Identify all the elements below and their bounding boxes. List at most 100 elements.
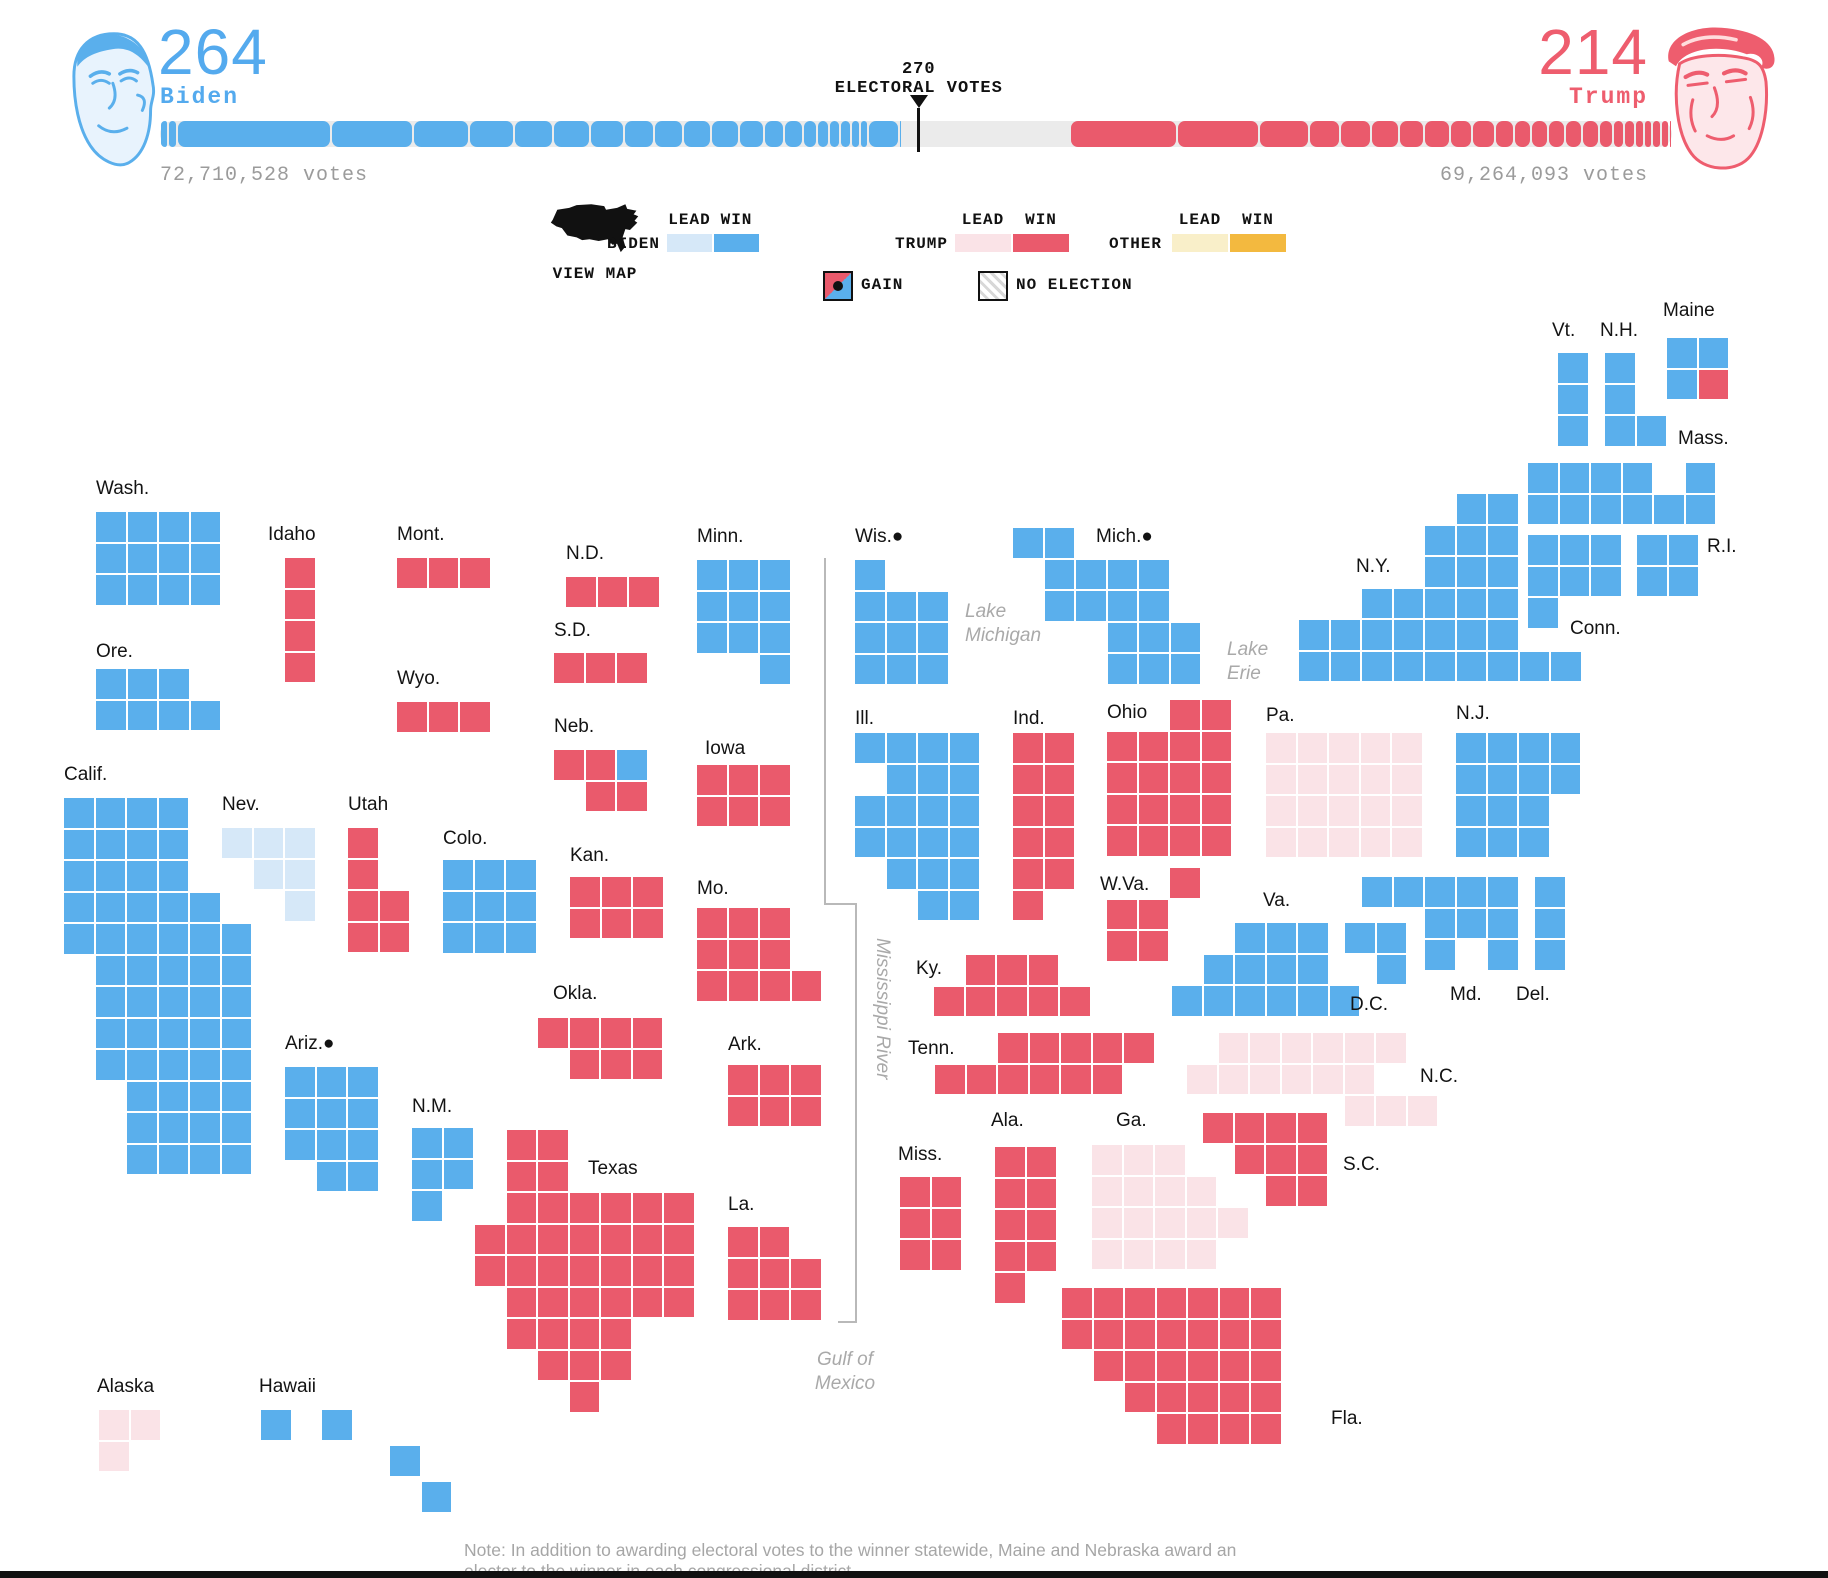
state-cell-ohio[interactable] bbox=[1107, 826, 1137, 856]
state-cell-ny[interactable] bbox=[1393, 620, 1423, 650]
state-cell-texas[interactable] bbox=[632, 1256, 662, 1286]
state-cell-fla[interactable] bbox=[1251, 1288, 1281, 1318]
state-cell-mass[interactable] bbox=[1654, 494, 1684, 524]
state-cell-texas[interactable] bbox=[538, 1161, 568, 1191]
state-cell-ariz[interactable] bbox=[348, 1098, 378, 1128]
state-cell-la[interactable] bbox=[791, 1290, 821, 1320]
state-cell-calif[interactable] bbox=[64, 861, 94, 891]
state-cell-wash[interactable] bbox=[127, 543, 157, 573]
state-cell-fla[interactable] bbox=[1251, 1414, 1281, 1444]
state-cell-vt[interactable] bbox=[1558, 384, 1588, 414]
state-cell-okla[interactable] bbox=[569, 1018, 599, 1048]
state-cell-tenn[interactable] bbox=[966, 1064, 996, 1094]
state-cell-ohio[interactable] bbox=[1107, 794, 1137, 824]
state-cell-nc[interactable] bbox=[1344, 1096, 1374, 1126]
state-cell-minn[interactable] bbox=[760, 591, 790, 621]
state-cell-va[interactable] bbox=[1298, 954, 1328, 984]
state-cell-nj[interactable] bbox=[1550, 764, 1580, 794]
state-cell-mich[interactable] bbox=[1139, 654, 1169, 684]
state-cell-colo[interactable] bbox=[506, 860, 536, 890]
state-cell-maine[interactable] bbox=[1698, 369, 1728, 399]
state-cell-iowa[interactable] bbox=[728, 796, 758, 826]
state-cell-minn[interactable] bbox=[728, 560, 758, 590]
state-cell-calif[interactable] bbox=[95, 861, 125, 891]
state-cell-wis[interactable] bbox=[855, 623, 885, 653]
state-cell-colo[interactable] bbox=[443, 923, 473, 953]
state-cell-nj[interactable] bbox=[1519, 827, 1549, 857]
state-cell-sc[interactable] bbox=[1266, 1113, 1296, 1143]
state-cell-mo[interactable] bbox=[760, 939, 790, 969]
state-cell-nd[interactable] bbox=[566, 577, 596, 607]
state-cell-mich[interactable] bbox=[1170, 654, 1200, 684]
state-cell-ky[interactable] bbox=[965, 986, 995, 1016]
state-cell-mo[interactable] bbox=[697, 939, 727, 969]
state-cell-ny[interactable] bbox=[1362, 651, 1392, 681]
state-cell-ala[interactable] bbox=[1026, 1241, 1056, 1271]
state-cell-calif[interactable] bbox=[221, 1050, 251, 1080]
state-cell-ohio[interactable] bbox=[1201, 731, 1231, 761]
state-cell-ill[interactable] bbox=[886, 764, 916, 794]
state-cell-sc[interactable] bbox=[1266, 1144, 1296, 1174]
state-cell-calif[interactable] bbox=[127, 1081, 157, 1111]
state-cell-tenn[interactable] bbox=[1061, 1033, 1091, 1063]
state-cell-nj[interactable] bbox=[1487, 733, 1517, 763]
state-cell-ill[interactable] bbox=[918, 859, 948, 889]
state-cell-calif[interactable] bbox=[158, 955, 188, 985]
state-cell-neb[interactable] bbox=[617, 781, 647, 811]
state-cell-calif[interactable] bbox=[127, 987, 157, 1017]
state-cell-ark[interactable] bbox=[759, 1065, 789, 1095]
state-cell-hawaii[interactable] bbox=[421, 1482, 452, 1512]
state-cell-va[interactable] bbox=[1203, 954, 1233, 984]
state-cell-wash[interactable] bbox=[190, 575, 220, 605]
state-cell-ny[interactable] bbox=[1488, 620, 1518, 650]
state-cell-nm[interactable] bbox=[412, 1159, 442, 1189]
state-cell-tenn[interactable] bbox=[1124, 1033, 1154, 1063]
state-cell-ri[interactable] bbox=[1668, 566, 1698, 596]
state-cell-ky[interactable] bbox=[965, 955, 995, 985]
state-cell-ky[interactable] bbox=[934, 986, 964, 1016]
state-cell-pa[interactable] bbox=[1360, 764, 1390, 794]
state-cell-kan[interactable] bbox=[601, 877, 631, 907]
state-cell-kan[interactable] bbox=[633, 877, 663, 907]
state-cell-wash[interactable] bbox=[127, 575, 157, 605]
state-cell-pa[interactable] bbox=[1329, 796, 1359, 826]
state-cell-fla[interactable] bbox=[1219, 1288, 1249, 1318]
state-cell-texas[interactable] bbox=[601, 1287, 631, 1317]
state-cell-conn[interactable] bbox=[1528, 566, 1558, 596]
state-cell-wis[interactable] bbox=[918, 591, 948, 621]
state-cell-nc[interactable] bbox=[1313, 1033, 1343, 1063]
state-cell-texas[interactable] bbox=[632, 1287, 662, 1317]
state-cell-pa[interactable] bbox=[1329, 827, 1359, 857]
state-cell-hawaii[interactable] bbox=[390, 1446, 420, 1476]
state-cell-ny[interactable] bbox=[1425, 588, 1455, 618]
state-cell-conn[interactable] bbox=[1591, 535, 1621, 565]
state-cell-fla[interactable] bbox=[1219, 1414, 1249, 1444]
state-cell-tenn[interactable] bbox=[1029, 1064, 1059, 1094]
state-cell-ny[interactable] bbox=[1425, 651, 1455, 681]
state-cell-calif[interactable] bbox=[158, 829, 188, 859]
state-cell-ala[interactable] bbox=[995, 1147, 1025, 1177]
state-cell-miss[interactable] bbox=[900, 1240, 930, 1270]
state-cell-wyo[interactable] bbox=[397, 702, 427, 732]
state-cell-ind[interactable] bbox=[1013, 733, 1043, 763]
state-cell-kan[interactable] bbox=[570, 877, 600, 907]
state-cell-wis[interactable] bbox=[886, 623, 916, 653]
state-cell-calif[interactable] bbox=[221, 1113, 251, 1143]
state-cell-pa[interactable] bbox=[1329, 764, 1359, 794]
state-cell-ohio[interactable] bbox=[1138, 794, 1168, 824]
state-cell-texas[interactable] bbox=[601, 1224, 631, 1254]
state-cell-ill[interactable] bbox=[855, 733, 885, 763]
state-cell-nh[interactable] bbox=[1605, 353, 1635, 383]
state-cell-ind[interactable] bbox=[1013, 890, 1043, 920]
state-cell-texas[interactable] bbox=[601, 1193, 631, 1223]
state-cell-mont[interactable] bbox=[397, 558, 427, 588]
state-cell-colo[interactable] bbox=[474, 891, 504, 921]
state-cell-miss[interactable] bbox=[931, 1208, 961, 1238]
state-cell-nev[interactable] bbox=[285, 891, 315, 921]
state-cell-texas[interactable] bbox=[601, 1350, 631, 1380]
state-cell-sc[interactable] bbox=[1297, 1113, 1327, 1143]
state-cell-ga[interactable] bbox=[1186, 1208, 1216, 1238]
state-cell-wis[interactable] bbox=[918, 623, 948, 653]
state-cell-calif[interactable] bbox=[64, 829, 94, 859]
state-cell-md[interactable] bbox=[1393, 877, 1423, 907]
